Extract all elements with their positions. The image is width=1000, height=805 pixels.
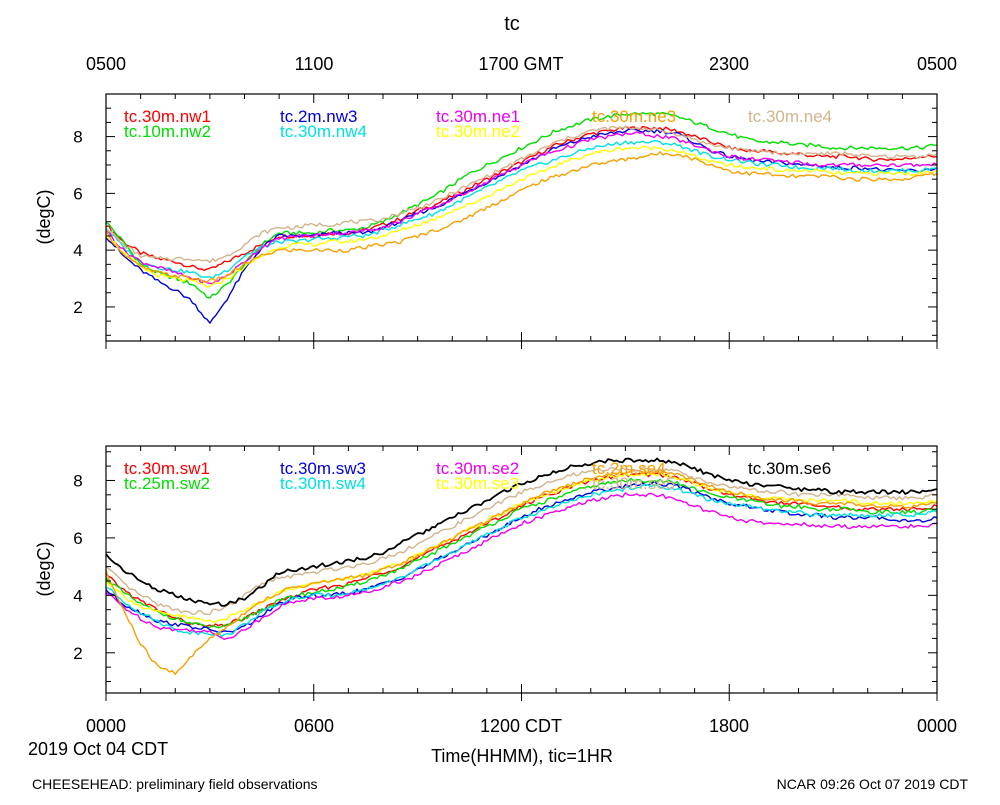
series-line-tc-30m-ne2 xyxy=(105,145,938,288)
date-label: 2019 Oct 04 CDT xyxy=(28,739,168,759)
y-tick-label: 2 xyxy=(73,644,82,663)
y-tick-label: 8 xyxy=(73,128,82,147)
ytick-labels: 2 4 6 8 xyxy=(73,128,82,317)
y-axis-label: (degC) xyxy=(34,541,54,596)
series-line-tc-30m-se2 xyxy=(105,492,938,640)
series-line-tc-10m-nw2 xyxy=(105,111,938,299)
legend: tc.30m.sw1 tc.25m.sw2 tc.30m.sw3 tc.30m.… xyxy=(124,459,831,493)
top-axis-label: 0500 xyxy=(917,54,957,74)
legend-entry: tc.2m.se4 xyxy=(592,459,666,478)
series-line-tc-2m-se4 xyxy=(105,469,938,675)
legend-entry: tc.30m.se2 xyxy=(436,459,519,478)
series-line-tc-30m-sw3 xyxy=(105,480,938,633)
top-axis-label: 1100 xyxy=(295,54,334,74)
legend-entry: tc.30m.ne3 xyxy=(592,107,676,126)
x-axis-label: Time(HHMM), tic=1HR xyxy=(431,746,613,766)
series-line-tc-30m-se6 xyxy=(105,457,938,607)
y-tick-label: 4 xyxy=(73,586,82,605)
series-layer xyxy=(105,457,938,675)
legend-entry: tc.30m.nw1 xyxy=(124,107,211,126)
series-layer xyxy=(105,111,938,324)
ytick-labels: 2 4 6 8 xyxy=(73,471,82,662)
lower-panel: (degC) 2 4 6 8 tc.30m.sw1 tc.25m.sw2 tc.30m… xyxy=(34,445,938,701)
legend: tc.30m.nw1 tc.10m.nw2 tc.2m.nw3 tc.30m.n… xyxy=(124,107,832,141)
legend-entry: tc.30m.ne2 xyxy=(436,122,520,141)
bottom-axis-label: 1800 xyxy=(709,716,749,736)
top-axis-label: 1700 GMT xyxy=(478,54,563,74)
bottom-axis-label: 1200 CDT xyxy=(480,716,562,736)
plot-frame xyxy=(105,445,938,694)
y-tick-label: 6 xyxy=(73,529,82,548)
tick-layer xyxy=(105,446,938,701)
legend-entry: tc.10m.nw2 xyxy=(124,122,211,141)
bottom-axis-label: 0600 xyxy=(294,716,334,736)
legend-entry: tc.30m.ne4 xyxy=(748,107,832,126)
y-tick-label: 2 xyxy=(73,298,82,317)
footer-right: NCAR 09:26 Oct 07 2019 CDT xyxy=(777,776,969,792)
plot-frame xyxy=(105,93,938,342)
top-axis-label: 0500 xyxy=(86,54,126,74)
legend-entry: tc.30m.nw4 xyxy=(280,122,367,141)
y-tick-label: 4 xyxy=(73,241,82,260)
y-axis-label: (degC) xyxy=(34,189,54,244)
top-axis-label: 2300 xyxy=(709,54,749,74)
series-line-tc-25m-sw2 xyxy=(105,477,938,629)
series-line-tc-2m-nw3 xyxy=(105,128,938,324)
figure-title: tc xyxy=(504,13,520,35)
series-line-tc-30m-sw4 xyxy=(105,483,938,638)
footer-left: CHEESEHEAD: preliminary field observatio… xyxy=(32,776,318,792)
y-tick-label: 6 xyxy=(73,184,82,203)
upper-panel: (degC) 2 4 6 8 tc.30m.nw1 tc.10m.nw2 tc.2m.… xyxy=(34,93,938,349)
bottom-axis-label: 0000 xyxy=(86,716,126,736)
series-line-tc-30m-nw4 xyxy=(105,139,938,280)
series-line-tc-30m-se5 xyxy=(105,466,937,616)
legend-entry: tc.30m.se5 xyxy=(592,474,675,493)
bottom-axis-label: 0000 xyxy=(917,716,957,736)
legend-entry: tc.30m.ne1 xyxy=(436,107,520,126)
series-line-tc-30m-ne4 xyxy=(105,125,938,264)
legend-entry: tc.2m.nw3 xyxy=(280,107,357,126)
legend-entry: tc.30m.se6 xyxy=(748,459,831,478)
legend-entry: tc.25m.sw2 xyxy=(124,474,210,493)
legend-entry: tc.30m.se3 xyxy=(436,474,519,493)
y-tick-label: 8 xyxy=(73,471,82,490)
legend-entry: tc.30m.sw1 xyxy=(124,459,210,478)
series-line-tc-30m-ne3 xyxy=(105,151,938,283)
legend-entry: tc.30m.sw3 xyxy=(280,459,366,478)
legend-entry: tc.30m.sw4 xyxy=(280,474,366,493)
